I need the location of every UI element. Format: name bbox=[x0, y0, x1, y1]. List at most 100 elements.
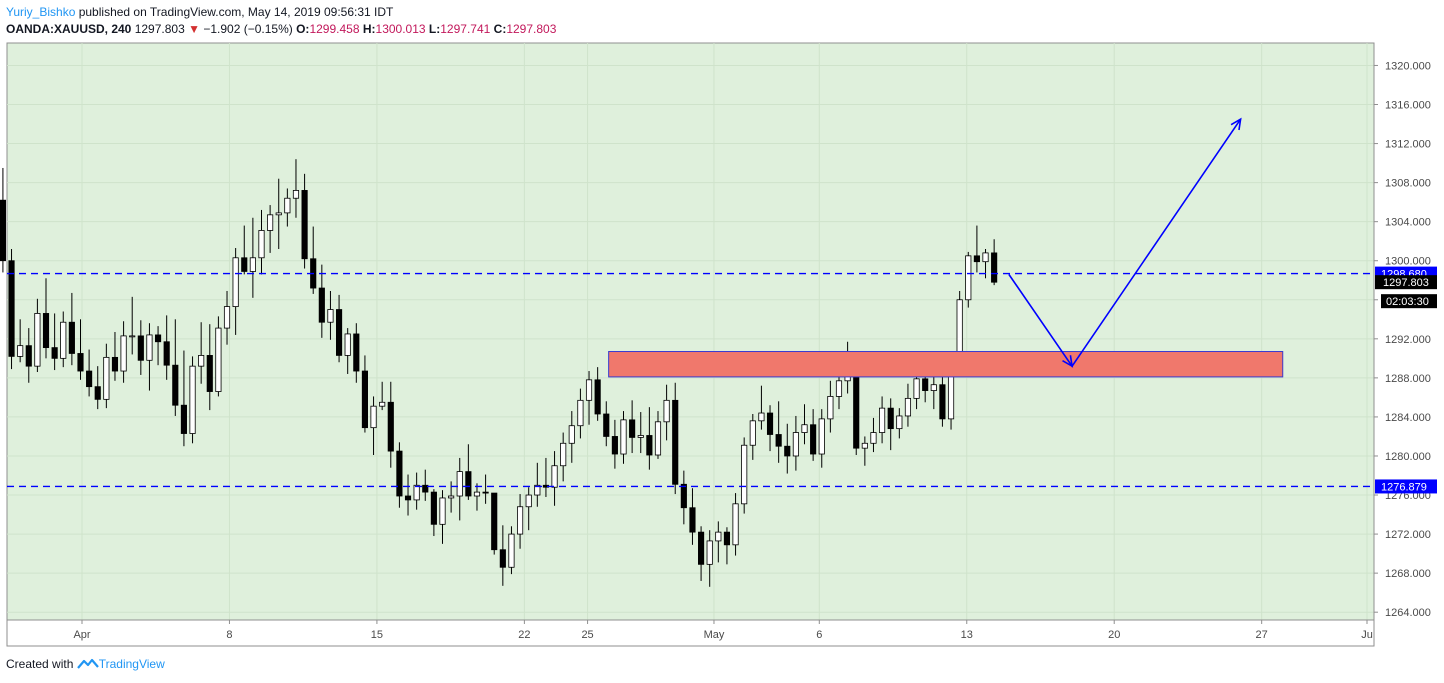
candle bbox=[232, 248, 239, 335]
candle bbox=[318, 264, 325, 338]
candle bbox=[810, 409, 817, 461]
candle bbox=[198, 322, 205, 384]
candle bbox=[146, 323, 153, 391]
candle-body bbox=[818, 418, 825, 455]
candle-body bbox=[473, 491, 481, 497]
price-tick-label: 1300.000 bbox=[1385, 256, 1431, 268]
candle bbox=[129, 296, 136, 355]
candle bbox=[654, 411, 662, 459]
candle bbox=[249, 217, 256, 298]
candle bbox=[715, 521, 722, 563]
candle bbox=[534, 462, 541, 507]
time-tick-label: Ju bbox=[1361, 629, 1373, 641]
candle-body bbox=[17, 345, 24, 357]
price-tick-label: 1320.000 bbox=[1385, 60, 1431, 72]
candle bbox=[275, 178, 282, 250]
open-value: 1299.458 bbox=[309, 22, 360, 36]
candle bbox=[42, 278, 50, 359]
candle bbox=[17, 319, 24, 363]
time-axis[interactable] bbox=[6, 619, 1375, 647]
chart-pane[interactable] bbox=[6, 42, 1375, 621]
created-with-text: Created with bbox=[6, 657, 74, 671]
candle-body bbox=[517, 506, 524, 535]
candle-body bbox=[232, 257, 239, 308]
candle bbox=[0, 167, 6, 273]
candle bbox=[611, 419, 618, 469]
candle-body bbox=[404, 495, 412, 501]
candle bbox=[267, 205, 274, 253]
candle bbox=[94, 366, 101, 410]
candle bbox=[60, 311, 67, 368]
candle bbox=[784, 423, 791, 474]
candle bbox=[103, 343, 110, 409]
candle bbox=[77, 319, 84, 380]
candle-body bbox=[430, 491, 437, 525]
candle-body bbox=[77, 353, 84, 372]
price-chart[interactable]: 1264.0001268.0001272.0001276.0001280.000… bbox=[0, 0, 1444, 650]
price-tick-label: 1280.000 bbox=[1385, 451, 1431, 463]
candle-body bbox=[249, 257, 256, 272]
candle bbox=[491, 492, 498, 555]
candle bbox=[577, 388, 584, 439]
candle bbox=[646, 407, 653, 470]
candle-body bbox=[335, 309, 343, 356]
candle-body bbox=[982, 252, 989, 263]
candle bbox=[482, 474, 489, 504]
candle-body bbox=[223, 306, 231, 329]
candle-body bbox=[611, 436, 618, 455]
price-tick-label: 1264.000 bbox=[1385, 607, 1431, 619]
candle bbox=[499, 525, 506, 586]
arrowhead-up bbox=[1230, 117, 1242, 131]
candle bbox=[335, 294, 343, 363]
candle-body bbox=[387, 401, 394, 452]
candle bbox=[456, 457, 463, 521]
candle bbox=[473, 483, 481, 511]
candle bbox=[430, 489, 437, 537]
candle-body bbox=[698, 531, 705, 565]
price-tick-label: 1292.000 bbox=[1385, 334, 1431, 346]
candle-body bbox=[465, 471, 472, 497]
candle bbox=[585, 371, 593, 425]
candle bbox=[792, 415, 799, 471]
candle bbox=[766, 405, 774, 452]
time-tick-label: 15 bbox=[371, 629, 383, 641]
candle-body bbox=[94, 386, 101, 400]
candle bbox=[879, 396, 886, 444]
tradingview-logo-icon[interactable] bbox=[76, 657, 99, 674]
candles bbox=[0, 159, 998, 587]
candle bbox=[51, 313, 58, 371]
candle-body bbox=[129, 335, 136, 338]
candle-body bbox=[491, 492, 498, 551]
candle-body bbox=[663, 399, 670, 423]
candle-body bbox=[646, 435, 653, 456]
tradingview-brand-link[interactable]: TradingView bbox=[98, 657, 165, 671]
candle-body bbox=[827, 396, 834, 420]
candle-body bbox=[991, 252, 998, 283]
candle bbox=[137, 320, 144, 375]
candle bbox=[672, 382, 679, 495]
candle bbox=[353, 323, 360, 383]
low-value: 1297.741 bbox=[440, 22, 491, 36]
symbol-label[interactable]: OANDA:XAUUSD, 240 bbox=[6, 22, 132, 36]
price-axis[interactable] bbox=[1374, 43, 1444, 620]
candle-body bbox=[60, 321, 67, 359]
candle-body bbox=[741, 444, 748, 505]
candle bbox=[594, 367, 601, 421]
candle-body bbox=[965, 255, 972, 301]
candle-body bbox=[422, 484, 429, 493]
candle-body bbox=[896, 415, 903, 430]
candle bbox=[689, 488, 696, 545]
change-value: −1.902 (−0.15%) bbox=[203, 22, 293, 36]
high-label: H: bbox=[362, 22, 376, 36]
candle-body bbox=[654, 421, 662, 456]
price-tick-label: 1316.000 bbox=[1385, 100, 1431, 112]
author-link[interactable]: Yuriy_Bishko bbox=[6, 5, 76, 19]
countdown-label: 02:03:30 bbox=[1386, 296, 1429, 308]
candle bbox=[603, 401, 610, 447]
candle-body bbox=[930, 384, 937, 391]
candle-body bbox=[801, 424, 808, 433]
candle bbox=[396, 442, 403, 508]
candle bbox=[379, 381, 386, 411]
candle bbox=[301, 173, 308, 269]
countdown-marker bbox=[1381, 294, 1437, 309]
